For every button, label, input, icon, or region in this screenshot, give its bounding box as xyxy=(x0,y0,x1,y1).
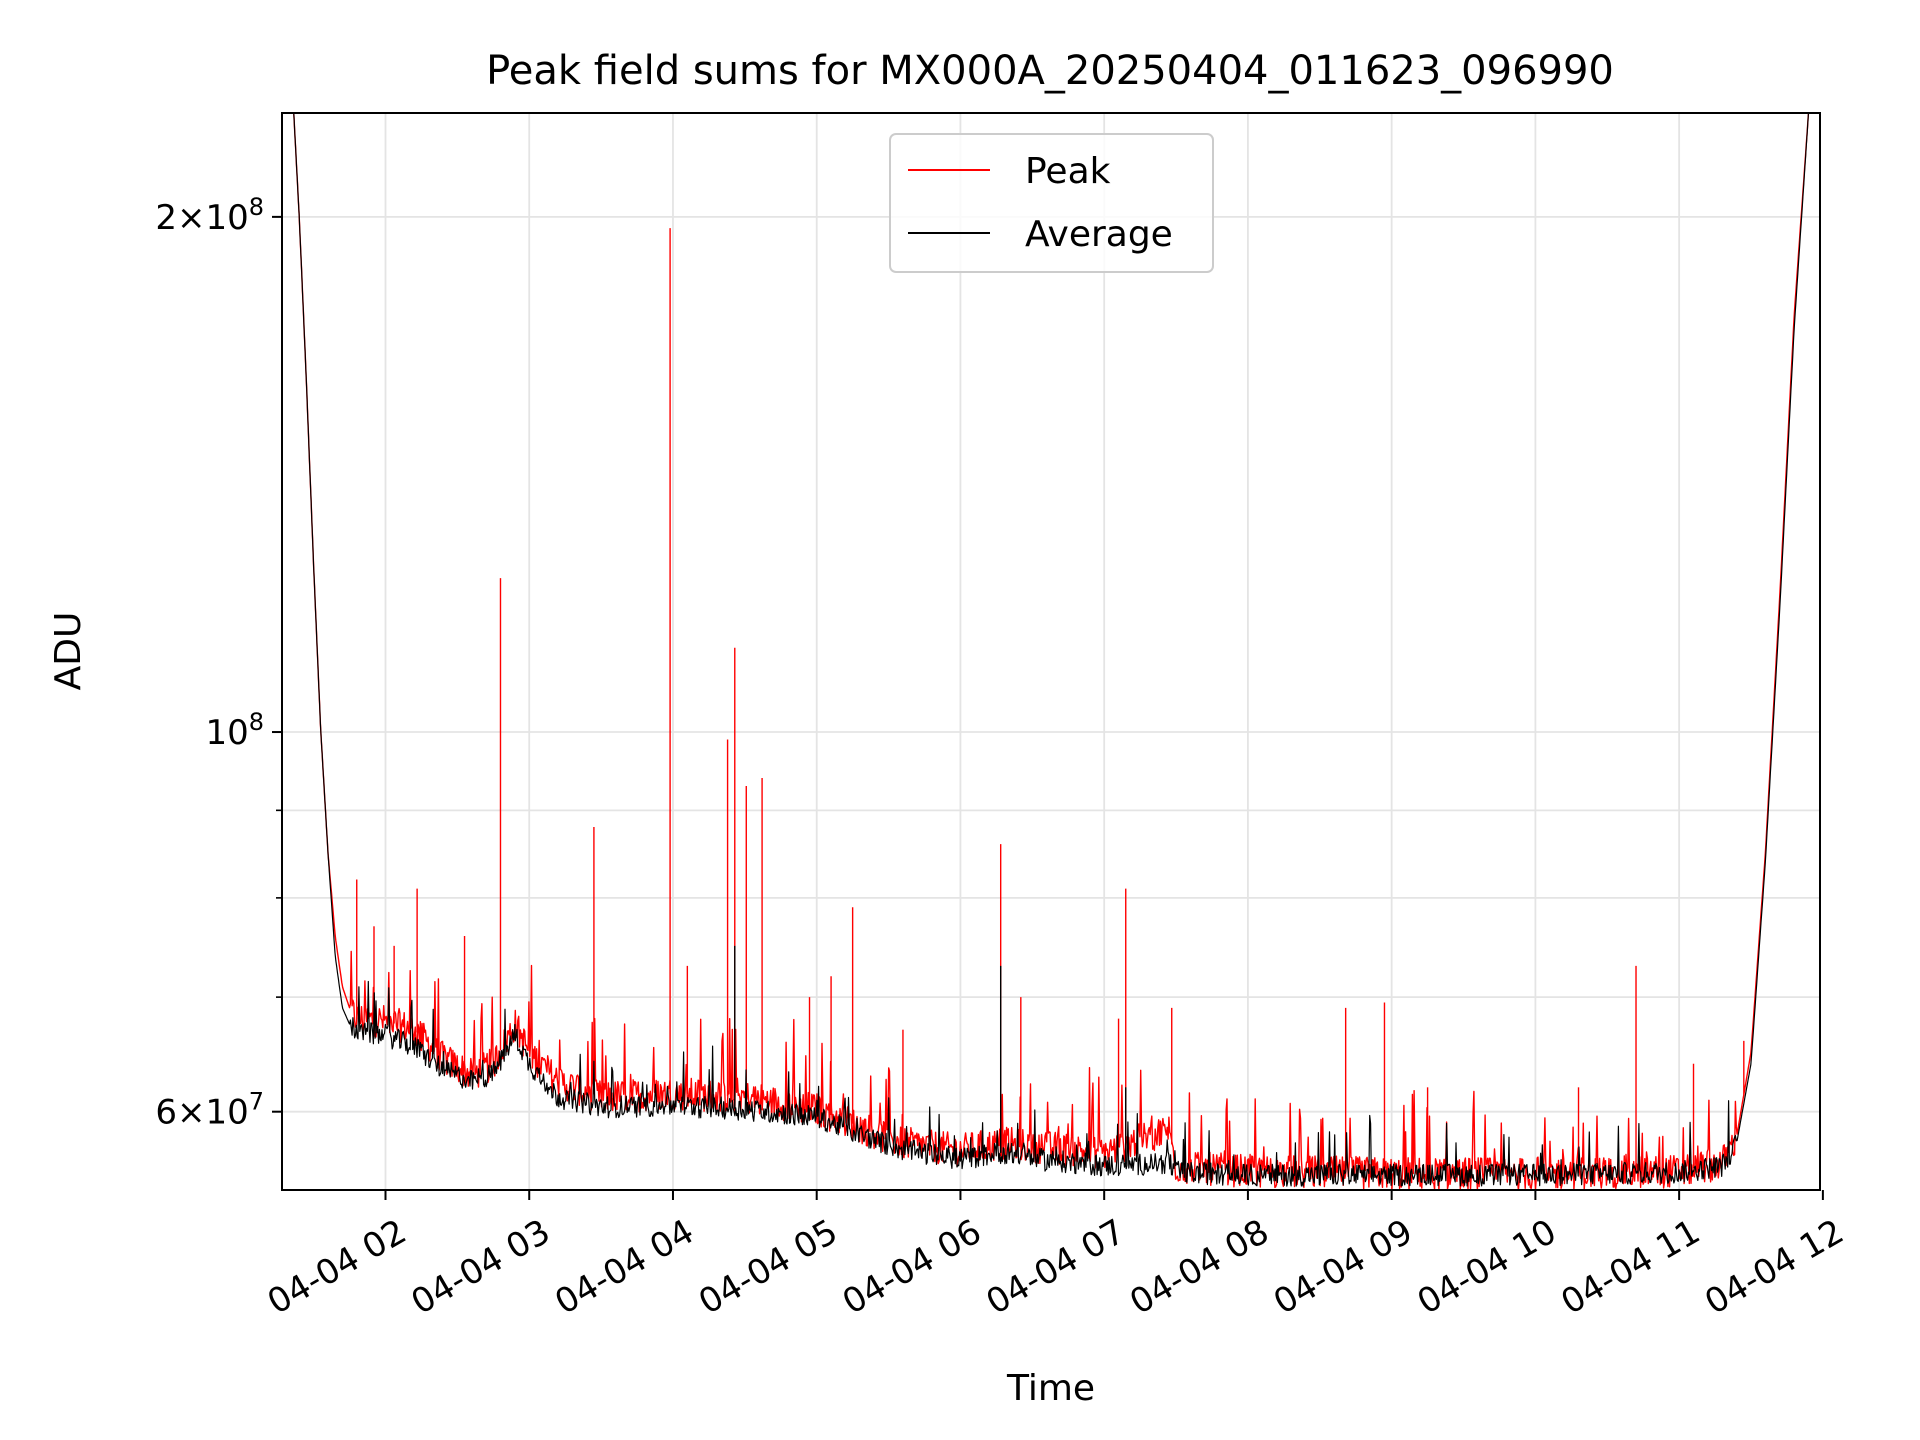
series-line-average xyxy=(293,113,1810,1187)
chart-title: Peak field sums for MX000A_20250404_0116… xyxy=(486,48,1614,94)
y-tick-label: 108 xyxy=(205,708,264,753)
y-tick-label: 6×107 xyxy=(155,1088,264,1133)
grid xyxy=(282,113,1820,1190)
y-axis-label: ADU xyxy=(48,612,89,691)
y-axis: 6×107 108 2×108 xyxy=(155,193,282,1133)
y-tick-label: 2×108 xyxy=(155,193,264,238)
legend: Peak Average xyxy=(889,133,1214,273)
legend-label-average: Average xyxy=(1025,214,1173,255)
x-axis-label: Time xyxy=(1006,1368,1095,1409)
legend-label-peak: Peak xyxy=(1025,151,1111,192)
plot-frame xyxy=(281,112,1821,1191)
legend-box xyxy=(889,133,1214,273)
series-layer xyxy=(293,113,1810,1190)
